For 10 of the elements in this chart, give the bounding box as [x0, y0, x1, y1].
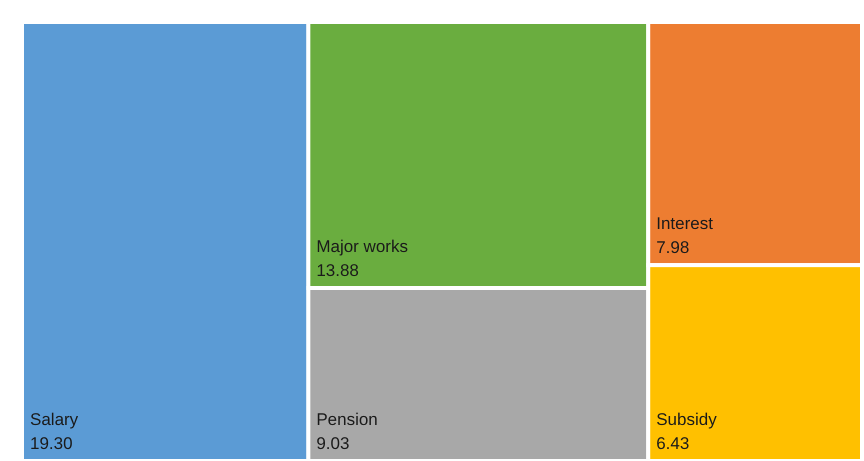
data-label: 6.43: [656, 434, 690, 453]
data-label: 9.03: [316, 434, 350, 453]
category-label: Salary: [30, 410, 79, 429]
category-label: Interest: [656, 214, 714, 234]
category-label: Subsidy: [656, 410, 718, 429]
category-label: Pension: [316, 410, 378, 429]
data-label: 7.98: [656, 238, 690, 258]
data-label: 13.88: [316, 260, 359, 280]
category-label: Major works: [316, 236, 408, 256]
data-label: 19.30: [30, 434, 73, 453]
